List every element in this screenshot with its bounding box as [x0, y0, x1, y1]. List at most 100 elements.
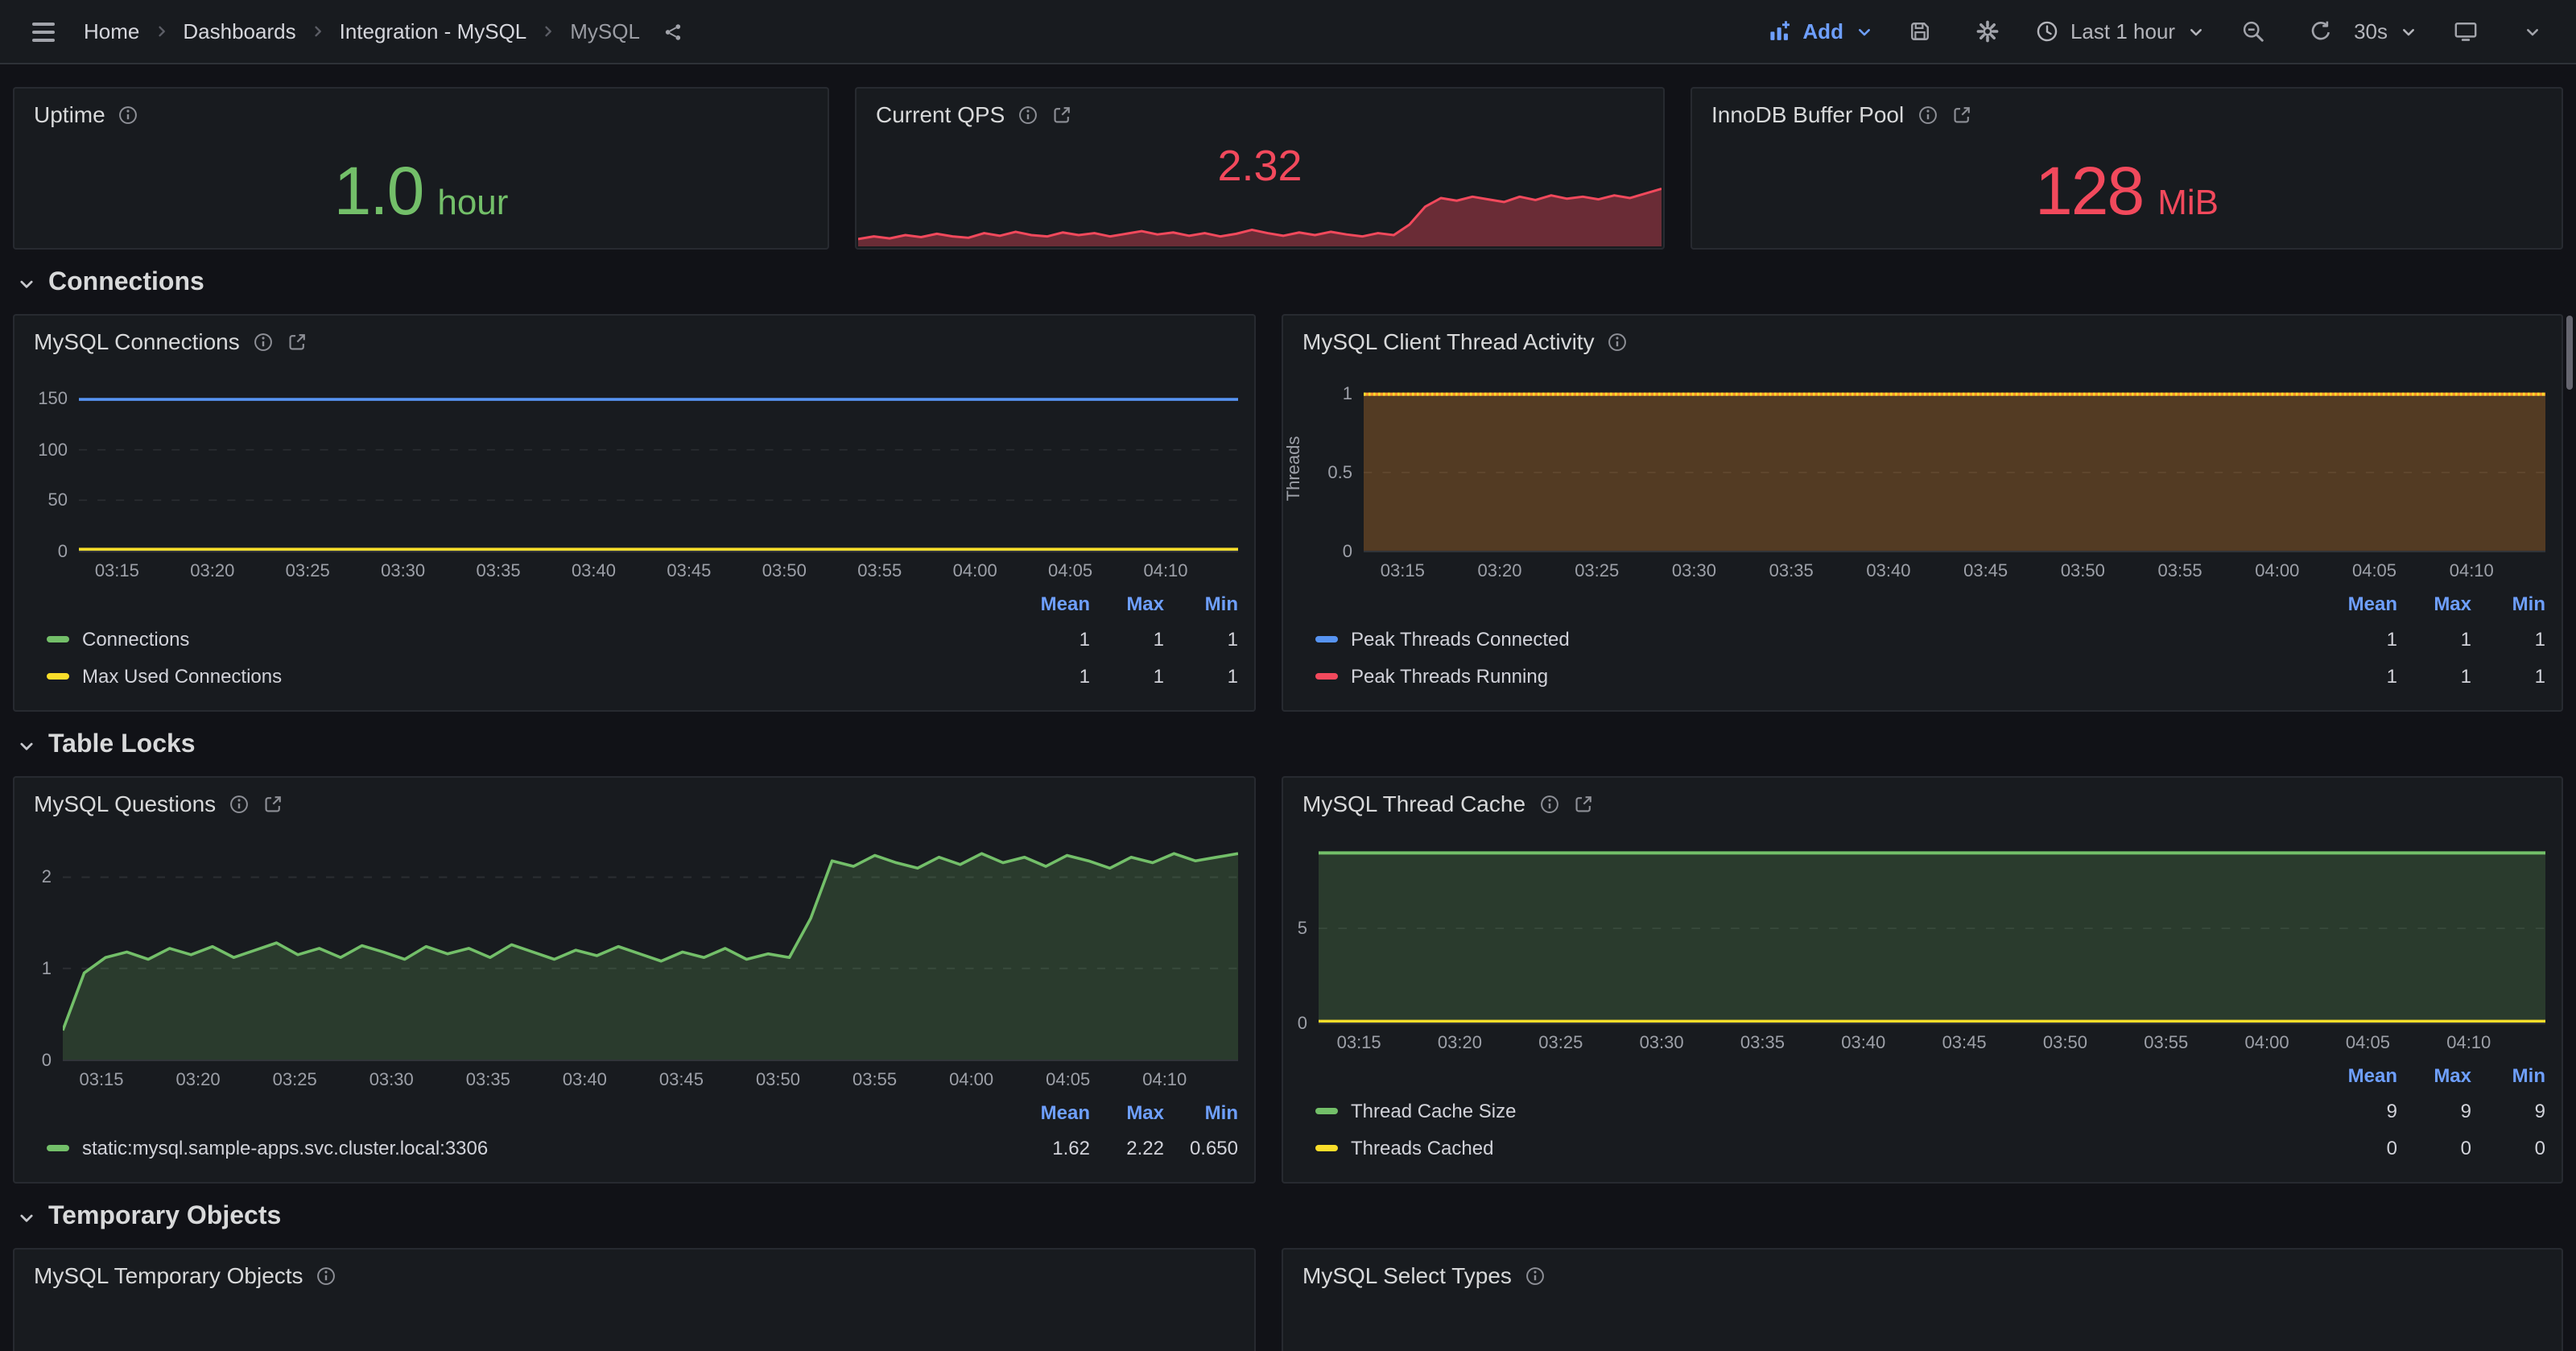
- zoom-out-time-button[interactable]: [2231, 10, 2273, 52]
- thread-cache-chart[interactable]: [1319, 845, 2545, 1024]
- breadcrumb-integration-mysql[interactable]: Integration - MySQL: [339, 19, 527, 43]
- time-range-picker[interactable]: Last 1 hour: [2035, 19, 2206, 43]
- info-icon[interactable]: [1917, 104, 1938, 125]
- x-tick-label: 03:25: [1575, 562, 1620, 581]
- section-temporary-objects[interactable]: Temporary Objects: [16, 1203, 2563, 1232]
- chart-canvas: [858, 176, 1662, 246]
- x-tick-label: 03:25: [272, 1071, 317, 1090]
- panel-header[interactable]: MySQL Thread Cache: [1283, 778, 2562, 820]
- series-label[interactable]: Threads Cached: [1351, 1136, 1494, 1159]
- series-min: 1: [2534, 627, 2545, 650]
- series-label[interactable]: Peak Threads Running: [1351, 664, 1549, 687]
- info-icon[interactable]: [118, 104, 139, 125]
- add-button[interactable]: Add: [1767, 19, 1874, 43]
- section-connections[interactable]: Connections: [16, 269, 2563, 298]
- legend-item[interactable]: Threads Cached 0 0 0: [1315, 1129, 2545, 1166]
- dashboard-settings-button[interactable]: [1967, 10, 2009, 52]
- info-icon[interactable]: [1525, 1265, 1546, 1286]
- panel-header[interactable]: Current QPS: [857, 89, 1663, 130]
- menu-toggle-button[interactable]: [23, 10, 64, 52]
- legend-item[interactable]: Connections 1 1 1: [47, 620, 1238, 657]
- panel-header[interactable]: MySQL Select Types: [1283, 1250, 2562, 1291]
- series-swatch: [47, 1144, 69, 1151]
- connections-chart[interactable]: [79, 383, 1238, 552]
- scrollbar-thumb[interactable]: [2566, 316, 2573, 390]
- chart-canvas: [1319, 845, 2545, 1023]
- legend-col-max[interactable]: Max: [2434, 593, 2471, 615]
- legend-col-min[interactable]: Min: [1204, 593, 1238, 615]
- external-link-icon[interactable]: [262, 793, 283, 814]
- series-max: 1: [1153, 627, 1164, 650]
- series-label[interactable]: Max Used Connections: [82, 664, 283, 687]
- panel-header[interactable]: Uptime: [14, 89, 828, 130]
- kiosk-mode-button[interactable]: [2444, 10, 2486, 52]
- external-link-icon[interactable]: [287, 331, 308, 352]
- uptime-unit: hour: [437, 181, 509, 221]
- panel-header[interactable]: InnoDB Buffer Pool: [1692, 89, 2562, 130]
- panel-mysql-connections: MySQL Connections 0 50 100 150 03:15 03:20 03…: [13, 314, 1256, 712]
- panel-title[interactable]: Current QPS: [876, 101, 1005, 127]
- panel-title[interactable]: Uptime: [34, 101, 105, 127]
- x-tick-label: 03:50: [2042, 1034, 2087, 1053]
- panel-header[interactable]: MySQL Client Thread Activity: [1283, 316, 2562, 357]
- panel-title[interactable]: MySQL Thread Cache: [1302, 791, 1526, 816]
- panel-title[interactable]: MySQL Client Thread Activity: [1302, 328, 1595, 354]
- panel-title[interactable]: MySQL Connections: [34, 328, 240, 354]
- refresh-interval-picker[interactable]: 30s: [2354, 19, 2418, 43]
- external-link-icon[interactable]: [1051, 104, 1072, 125]
- legend-col-mean[interactable]: Mean: [1040, 593, 1090, 615]
- legend-col-min[interactable]: Min: [2512, 1064, 2545, 1087]
- share-dashboard-button[interactable]: [653, 10, 695, 52]
- legend-col-min[interactable]: Min: [1204, 1101, 1238, 1124]
- legend-col-max[interactable]: Max: [1126, 593, 1164, 615]
- save-dashboard-button[interactable]: [1900, 10, 1942, 52]
- panel-title[interactable]: MySQL Select Types: [1302, 1262, 1512, 1288]
- series-min: 0.650: [1189, 1136, 1238, 1159]
- breadcrumb-home[interactable]: Home: [84, 19, 140, 43]
- questions-chart[interactable]: [63, 845, 1238, 1061]
- legend-col-max[interactable]: Max: [2434, 1064, 2471, 1087]
- external-link-icon[interactable]: [1951, 104, 1971, 125]
- legend: Mean Max Min Thread Cache Size 9 9 9 Thr…: [1283, 1056, 2562, 1166]
- chart-body: 0 1 2: [14, 820, 1254, 1071]
- external-link-icon[interactable]: [1572, 793, 1593, 814]
- legend-item[interactable]: Thread Cache Size 9 9 9: [1315, 1092, 2545, 1129]
- panel-title[interactable]: MySQL Questions: [34, 791, 217, 816]
- legend-item[interactable]: Peak Threads Running 1 1 1: [1315, 657, 2545, 694]
- panel-header[interactable]: MySQL Temporary Objects: [14, 1250, 1254, 1291]
- legend-col-max[interactable]: Max: [1126, 1101, 1164, 1124]
- legend-col-min[interactable]: Min: [2512, 593, 2545, 615]
- legend-col-mean[interactable]: Mean: [1040, 1101, 1090, 1124]
- legend-col-mean[interactable]: Mean: [2347, 1064, 2397, 1087]
- section-title: Connections: [48, 269, 204, 296]
- collapse-bar-button[interactable]: [2512, 10, 2553, 52]
- info-icon[interactable]: [253, 331, 274, 352]
- panel-title[interactable]: MySQL Temporary Objects: [34, 1262, 303, 1288]
- series-max: 1: [2460, 664, 2471, 687]
- series-label[interactable]: Connections: [82, 627, 190, 650]
- legend-item[interactable]: static:mysql.sample-apps.svc.cluster.loc…: [47, 1129, 1238, 1166]
- info-icon[interactable]: [316, 1265, 337, 1286]
- series-label[interactable]: static:mysql.sample-apps.svc.cluster.loc…: [82, 1136, 489, 1159]
- chevron-right-icon: [152, 23, 170, 40]
- panel-header[interactable]: MySQL Questions: [14, 778, 1254, 820]
- series-label[interactable]: Peak Threads Connected: [1351, 627, 1570, 650]
- info-icon[interactable]: [229, 793, 250, 814]
- section-table-locks[interactable]: Table Locks: [16, 731, 2563, 760]
- legend-item[interactable]: Peak Threads Connected 1 1 1: [1315, 620, 2545, 657]
- legend-item[interactable]: Max Used Connections 1 1 1: [47, 657, 1238, 694]
- info-icon[interactable]: [1538, 793, 1559, 814]
- legend: Mean Max Min static:mysql.sample-apps.sv…: [14, 1093, 1254, 1166]
- series-swatch: [47, 672, 69, 679]
- info-icon[interactable]: [1608, 331, 1629, 352]
- series-label[interactable]: Thread Cache Size: [1351, 1099, 1517, 1122]
- refresh-button[interactable]: [2299, 10, 2341, 52]
- legend-col-mean[interactable]: Mean: [2347, 593, 2397, 615]
- x-tick-label: 04:05: [1046, 1071, 1091, 1090]
- breadcrumb-dashboards[interactable]: Dashboards: [183, 19, 296, 43]
- thread-activity-chart[interactable]: [1364, 383, 2545, 552]
- series-min: 0: [2534, 1136, 2545, 1159]
- info-icon[interactable]: [1018, 104, 1038, 125]
- panel-title[interactable]: InnoDB Buffer Pool: [1711, 101, 1905, 127]
- panel-header[interactable]: MySQL Connections: [14, 316, 1254, 357]
